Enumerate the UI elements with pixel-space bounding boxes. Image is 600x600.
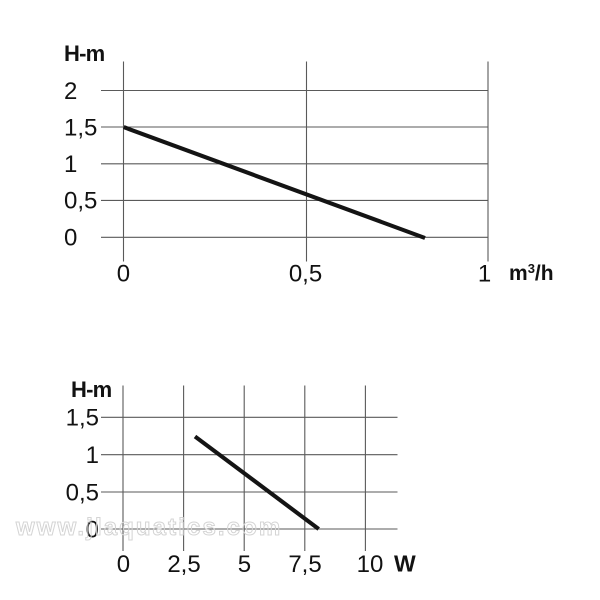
svg-text:H-m: H-m [71, 377, 112, 402]
svg-text:H-m: H-m [64, 41, 105, 66]
svg-text:2: 2 [64, 78, 77, 105]
svg-text:0: 0 [86, 516, 99, 543]
svg-text:1: 1 [86, 442, 99, 469]
svg-text:W: W [394, 551, 416, 577]
svg-text:1: 1 [64, 151, 77, 178]
svg-text:1: 1 [478, 261, 491, 288]
svg-text:0: 0 [64, 225, 77, 252]
svg-text:2,5: 2,5 [167, 551, 200, 578]
svg-text:0,5: 0,5 [64, 188, 97, 215]
svg-text:www.jlaquatics.com: www.jlaquatics.com [15, 514, 282, 541]
svg-text:10: 10 [357, 551, 384, 578]
svg-text:1,5: 1,5 [66, 405, 99, 432]
svg-text:1,5: 1,5 [64, 114, 97, 141]
svg-text:0: 0 [117, 551, 130, 578]
svg-text:0: 0 [117, 261, 130, 288]
svg-text:0,5: 0,5 [66, 479, 99, 506]
svg-text:0,5: 0,5 [289, 261, 322, 288]
svg-text:7,5: 7,5 [288, 551, 321, 578]
svg-text:5: 5 [238, 551, 251, 578]
